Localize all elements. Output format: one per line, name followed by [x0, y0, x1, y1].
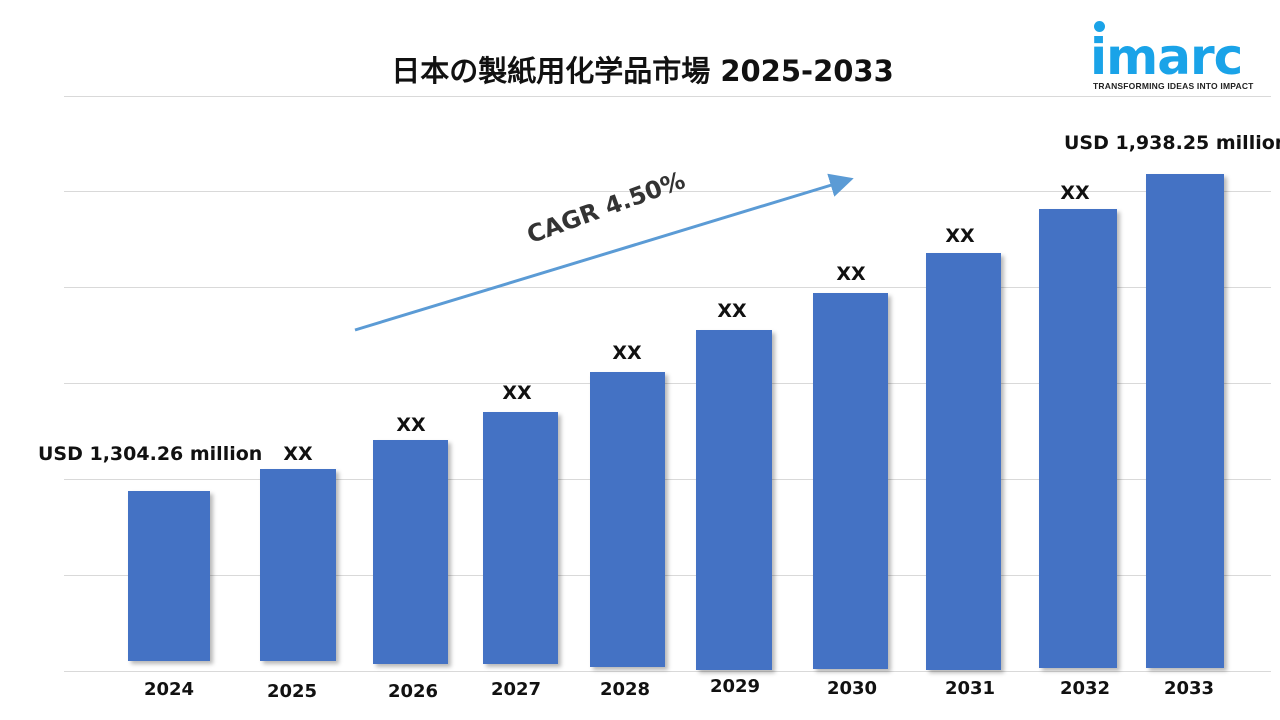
- bar-2026: [373, 440, 448, 664]
- bar-2032: [1039, 209, 1117, 668]
- x-label-2031: 2031: [944, 678, 996, 699]
- gridline: [64, 575, 1271, 576]
- logo-tagline: TRANSFORMING IDEAS INTO IMPACT: [1093, 81, 1254, 91]
- data-label-2030: XX: [836, 263, 866, 285]
- data-label-2025: XX: [283, 443, 313, 465]
- gridline: [64, 479, 1271, 480]
- data-label-2033: USD 1,938.25 million: [1064, 132, 1280, 154]
- x-label-2024: 2024: [143, 679, 195, 700]
- x-label-2028: 2028: [599, 679, 651, 700]
- bar-2024: [128, 491, 210, 661]
- x-label-2030: 2030: [826, 678, 878, 699]
- x-label-2026: 2026: [387, 681, 439, 702]
- x-label-2025: 2025: [266, 681, 318, 702]
- gridline: [64, 191, 1271, 192]
- logo-dot-icon: [1094, 21, 1105, 32]
- bar-2028: [590, 372, 665, 667]
- x-label-2029: 2029: [709, 676, 761, 697]
- data-label-2029: XX: [717, 300, 747, 322]
- bar-2029: [696, 330, 772, 670]
- data-label-2026: XX: [396, 414, 426, 436]
- data-label-2027: XX: [502, 382, 532, 404]
- imarc-logo: imarc TRANSFORMING IDEAS INTO IMPACT: [1088, 18, 1268, 98]
- data-label-2028: XX: [612, 342, 642, 364]
- data-label-2024: USD 1,304.26 million: [38, 443, 263, 465]
- x-label-2027: 2027: [490, 679, 542, 700]
- gridline: [64, 96, 1271, 97]
- bar-2025: [260, 469, 336, 661]
- logo-wordmark: imarc: [1090, 28, 1243, 86]
- bar-2027: [483, 412, 558, 664]
- gridline: [64, 383, 1271, 384]
- x-label-2033: 2033: [1163, 678, 1215, 699]
- bar-2030: [813, 293, 888, 669]
- chart-title: 日本の製紙用化学品市場 2025-2033: [391, 54, 894, 88]
- gridline: [64, 287, 1271, 288]
- x-label-2032: 2032: [1059, 678, 1111, 699]
- x-axis-line: [64, 671, 1271, 672]
- data-label-2032: XX: [1060, 182, 1090, 204]
- bar-2031: [926, 253, 1001, 670]
- data-label-2031: XX: [945, 225, 975, 247]
- bar-2033: [1146, 174, 1224, 668]
